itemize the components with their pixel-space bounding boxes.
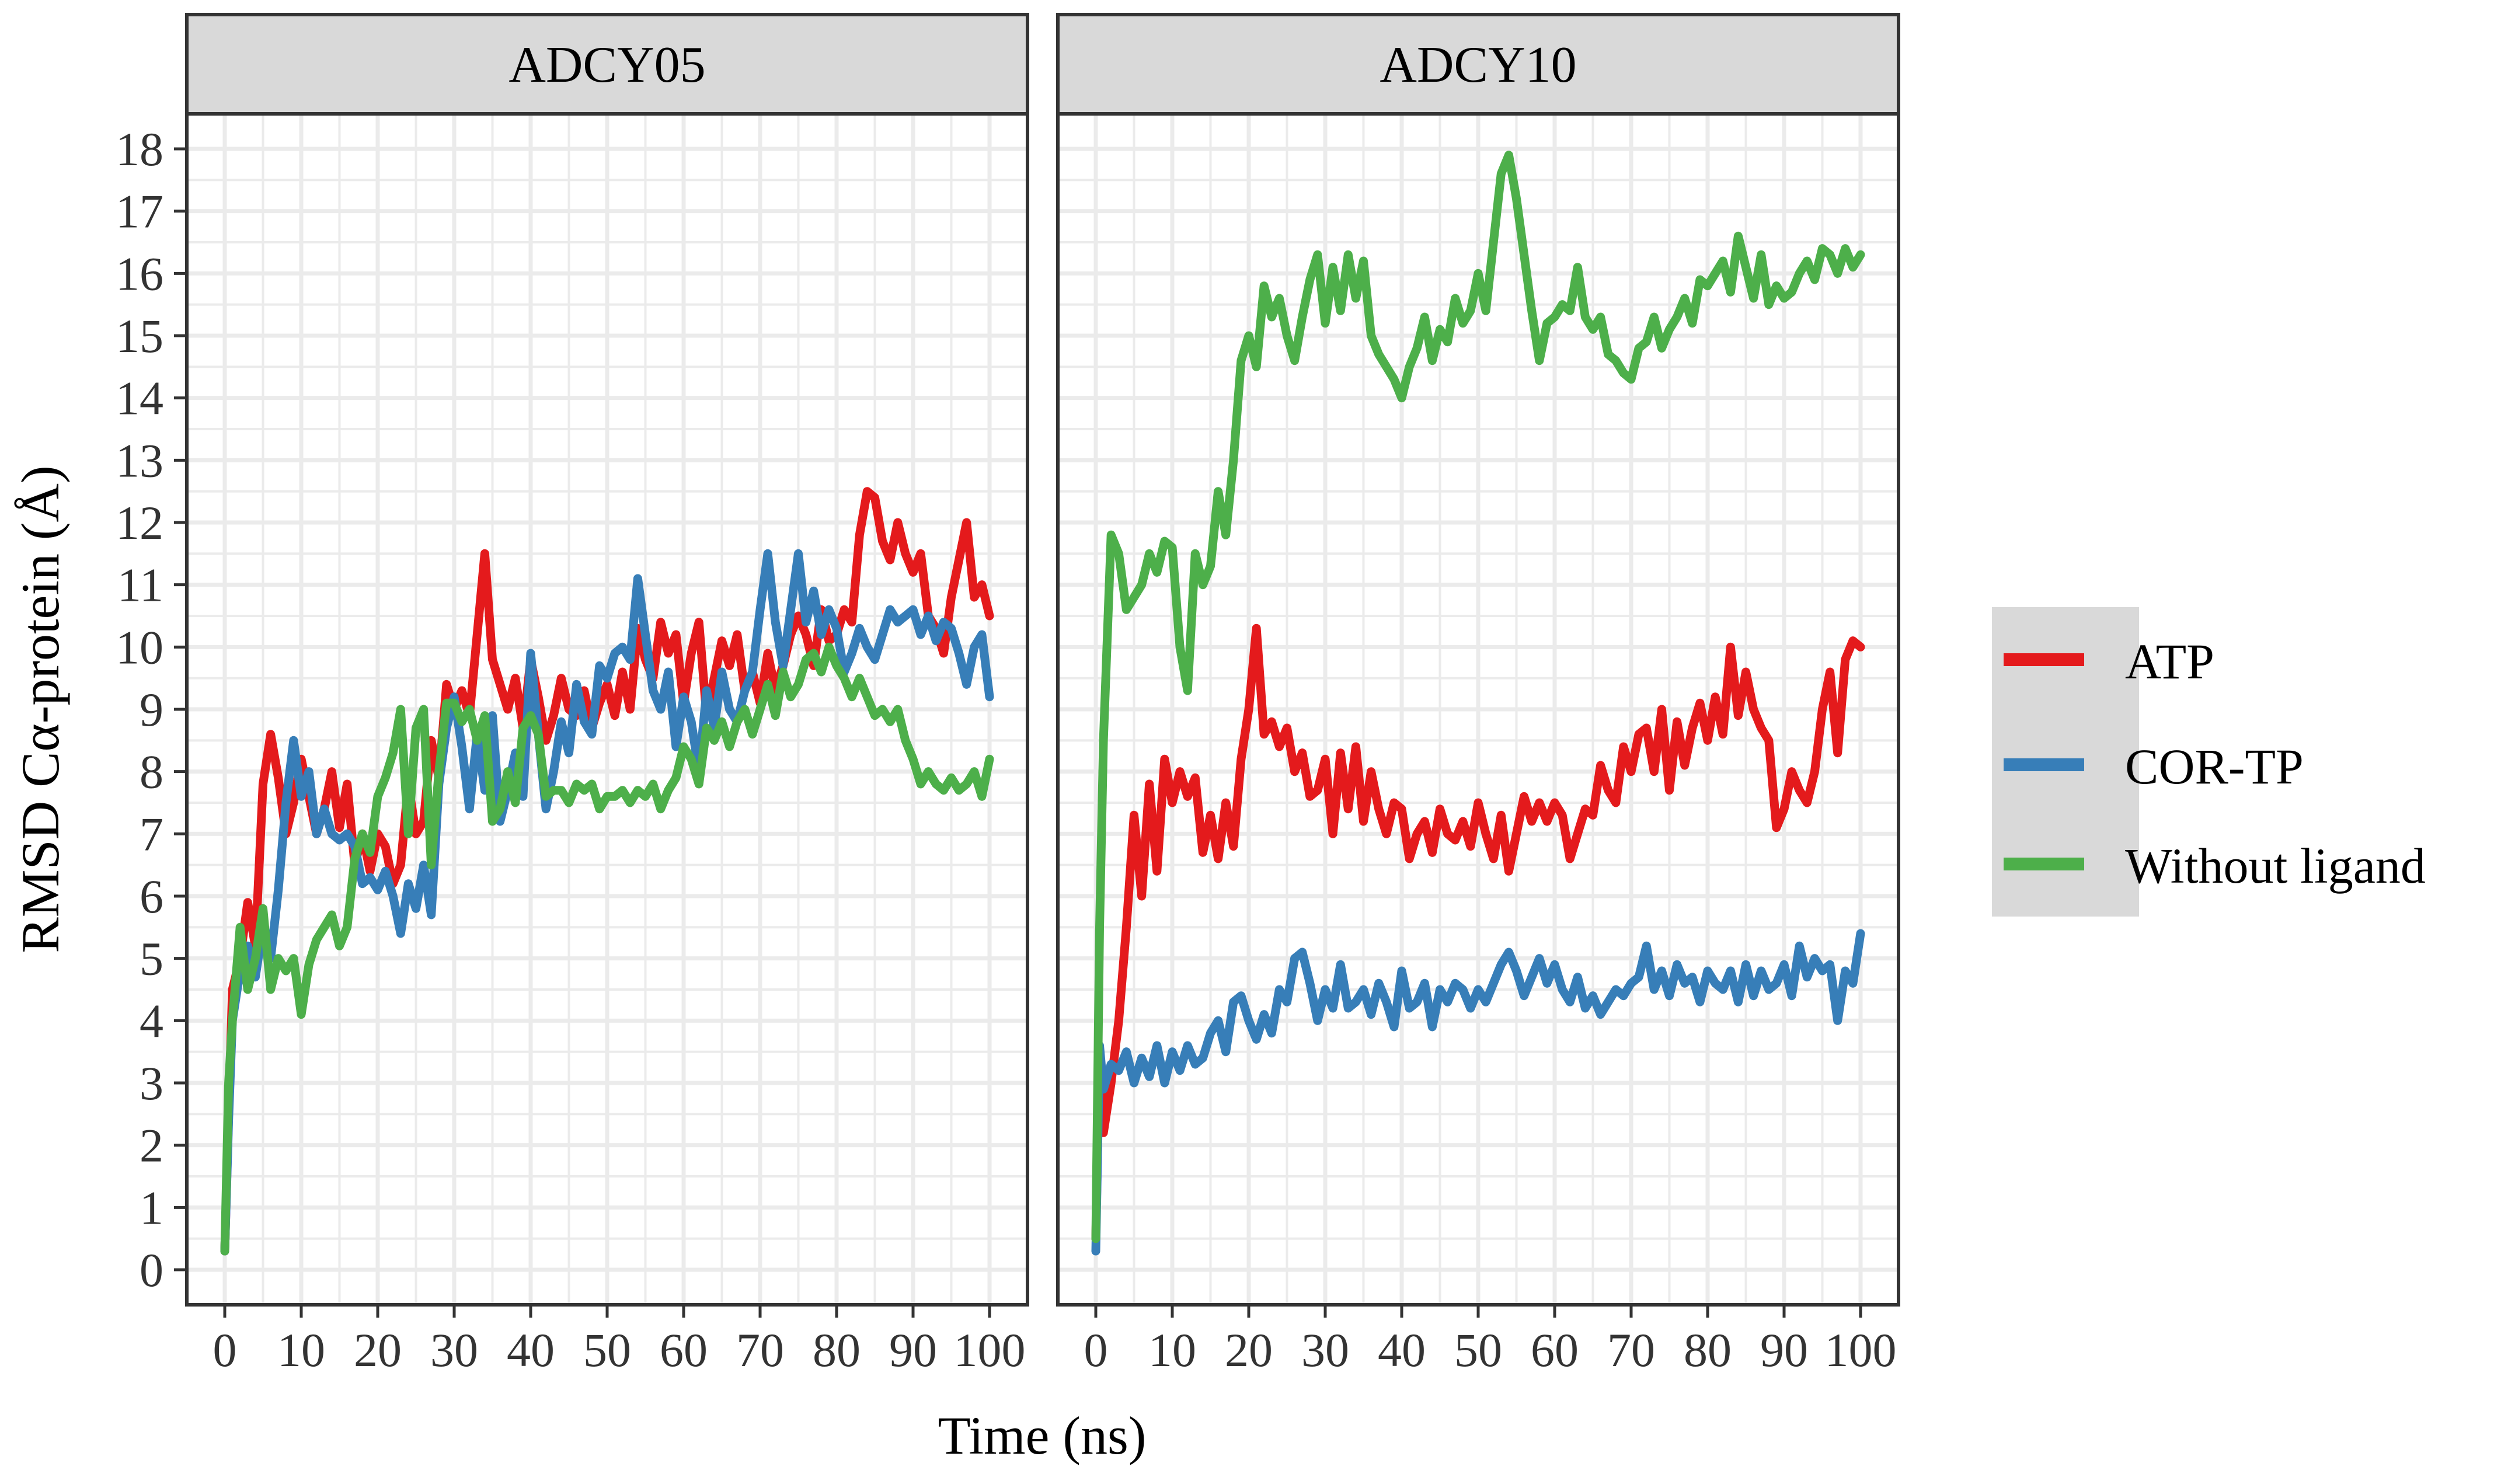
y-tick-label: 8 — [140, 746, 163, 799]
x-tick-label: 50 — [1454, 1323, 1502, 1377]
x-tick-label: 20 — [354, 1323, 402, 1377]
x-tick-label: 60 — [660, 1323, 708, 1377]
x-tick-label: 40 — [507, 1323, 555, 1377]
y-tick-label: 11 — [117, 559, 163, 612]
x-tick-label: 50 — [583, 1323, 631, 1377]
y-tick-label: 16 — [116, 247, 163, 300]
x-tick-label: 40 — [1378, 1323, 1426, 1377]
series-line-cor-tp — [1091, 929, 1865, 1256]
x-tick-label: 10 — [277, 1323, 325, 1377]
y-tick-label: 9 — [140, 683, 163, 736]
series-line-cor-tp — [220, 549, 994, 1256]
x-axis-title: Time (ns) — [938, 1406, 1147, 1465]
y-tick-label: 3 — [140, 1057, 163, 1110]
y-tick-label: 4 — [140, 994, 163, 1047]
x-tick-label: 70 — [1607, 1323, 1655, 1377]
series-line-without-ligand — [220, 642, 994, 1256]
y-tick-label: 5 — [140, 932, 163, 985]
panel-adcy10: ADCY10 0 10 20 30 40 50 60 70 80 90 100 — [1056, 13, 1900, 1377]
series-line-atp — [220, 487, 994, 1256]
legend-item-without-ligand: Without ligand — [2004, 838, 2426, 894]
series-line-without-ligand — [1091, 151, 1865, 1243]
x-tick-label: 90 — [889, 1323, 937, 1377]
strip-label: ADCY05 — [508, 37, 705, 93]
legend-item-atp: ATP — [2004, 633, 2214, 689]
x-tick-label: 0 — [1084, 1323, 1108, 1377]
x-tick-label: 10 — [1148, 1323, 1196, 1377]
legend-label: COR-TP — [2125, 738, 2304, 795]
x-tick-label: 100 — [1825, 1323, 1897, 1377]
y-tick-label: 14 — [116, 372, 163, 425]
x-tick-label: 20 — [1225, 1323, 1273, 1377]
legend-label: ATP — [2125, 633, 2214, 689]
x-tick-label: 60 — [1531, 1323, 1579, 1377]
legend-item-cor-tp: COR-TP — [2004, 738, 2304, 795]
y-tick-label: 2 — [140, 1119, 163, 1172]
x-tick-label: 90 — [1760, 1323, 1808, 1377]
series-line-atp — [1091, 623, 1865, 1243]
x-axis-ticks: 0 10 20 30 40 50 60 70 80 90 100 — [213, 1305, 1026, 1377]
x-tick-label: 100 — [954, 1323, 1026, 1377]
legend-label: Without ligand — [2125, 838, 2426, 894]
strip-background — [185, 13, 1029, 116]
y-axis-title: RMSD Cα-protein (Å) — [11, 465, 70, 953]
y-tick-label: 17 — [116, 185, 163, 238]
x-tick-label: 80 — [1684, 1323, 1732, 1377]
series-lines — [220, 487, 994, 1256]
y-tick-label: 10 — [116, 621, 163, 674]
x-axis-ticks: 0 10 20 30 40 50 60 70 80 90 100 — [1084, 1305, 1897, 1377]
x-tick-label: 70 — [736, 1323, 784, 1377]
y-tick-label: 1 — [140, 1181, 163, 1234]
y-tick-label: 7 — [140, 807, 163, 861]
series-lines — [1091, 151, 1865, 1256]
strip-label: ADCY10 — [1380, 37, 1576, 93]
legend: ATP COR-TP Without ligand — [1992, 607, 2426, 917]
x-tick-label: 0 — [213, 1323, 237, 1377]
y-tick-label: 18 — [116, 123, 163, 176]
y-tick-label: 0 — [140, 1243, 163, 1297]
y-tick-label: 15 — [116, 309, 163, 363]
x-tick-label: 80 — [813, 1323, 861, 1377]
panel-adcy05: ADCY05 0 10 20 30 40 50 60 70 80 90 100 0123456789… — [116, 13, 1029, 1377]
y-tick-label: 13 — [116, 434, 163, 487]
x-tick-label: 30 — [430, 1323, 478, 1377]
x-tick-label: 30 — [1301, 1323, 1349, 1377]
y-tick-label: 12 — [116, 496, 163, 549]
grid — [1058, 114, 1899, 1305]
y-tick-label: 6 — [140, 870, 163, 923]
